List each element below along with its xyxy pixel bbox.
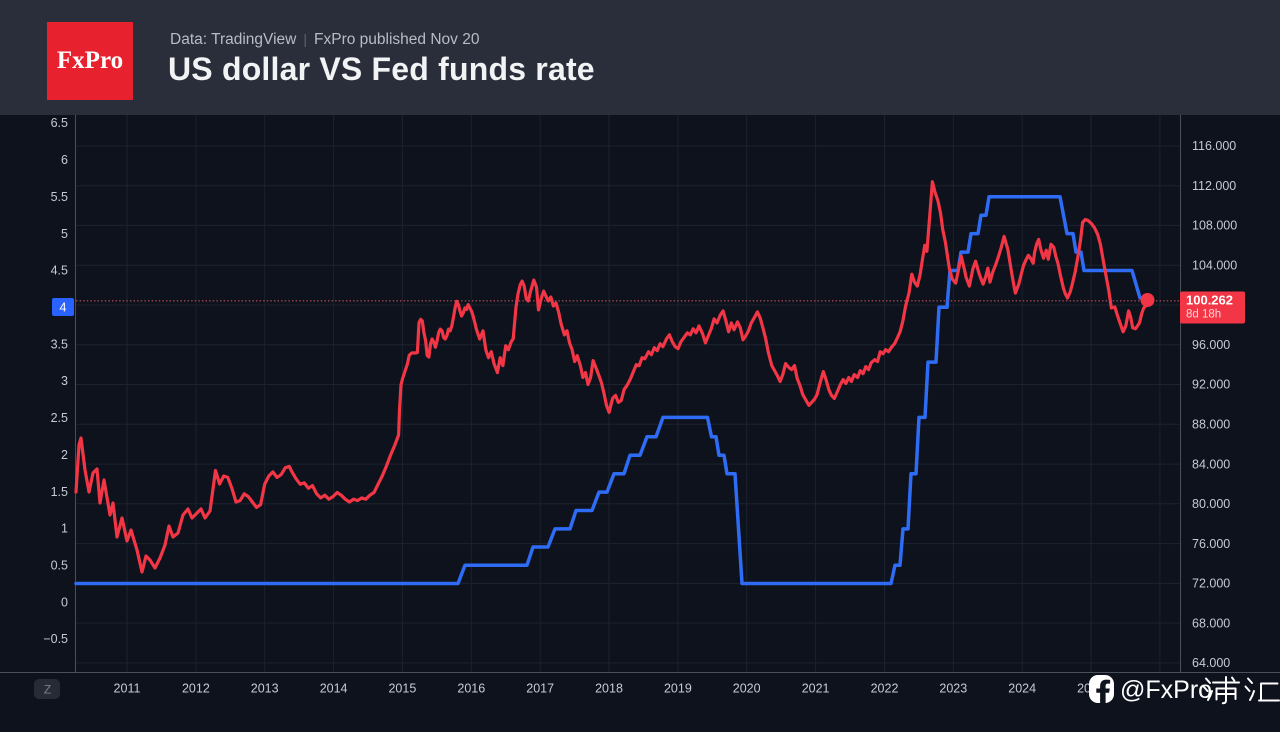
svg-text:88.000: 88.000 bbox=[1192, 418, 1230, 432]
svg-text:2019: 2019 bbox=[664, 682, 692, 696]
svg-text:2.5: 2.5 bbox=[51, 411, 68, 425]
svg-text:6.5: 6.5 bbox=[51, 116, 68, 130]
svg-text:2022: 2022 bbox=[871, 682, 899, 696]
svg-text:2018: 2018 bbox=[595, 682, 623, 696]
svg-text:2020: 2020 bbox=[733, 682, 761, 696]
svg-text:6: 6 bbox=[61, 153, 68, 167]
svg-text:100.262: 100.262 bbox=[1186, 293, 1233, 308]
svg-text:5.5: 5.5 bbox=[51, 190, 68, 204]
svg-text:92.000: 92.000 bbox=[1192, 378, 1230, 392]
svg-text:1: 1 bbox=[61, 522, 68, 536]
svg-text:2024: 2024 bbox=[1008, 682, 1036, 696]
svg-text:2014: 2014 bbox=[320, 682, 348, 696]
svg-text:76.000: 76.000 bbox=[1192, 537, 1230, 551]
svg-text:2: 2 bbox=[61, 448, 68, 462]
svg-text:4.5: 4.5 bbox=[51, 264, 68, 278]
svg-text:2012: 2012 bbox=[182, 682, 210, 696]
svg-text:1.5: 1.5 bbox=[51, 485, 68, 499]
svg-text:2017: 2017 bbox=[526, 682, 554, 696]
svg-text:3: 3 bbox=[61, 374, 68, 388]
svg-text:5: 5 bbox=[61, 227, 68, 241]
svg-text:2023: 2023 bbox=[939, 682, 967, 696]
svg-text:−0.5: −0.5 bbox=[43, 632, 68, 646]
svg-text:72.000: 72.000 bbox=[1192, 577, 1230, 591]
svg-text:112.000: 112.000 bbox=[1192, 179, 1236, 193]
svg-text:68.000: 68.000 bbox=[1192, 616, 1230, 630]
svg-text:104.000: 104.000 bbox=[1192, 258, 1237, 272]
svg-text:116.000: 116.000 bbox=[1192, 139, 1236, 153]
svg-text:2011: 2011 bbox=[114, 682, 141, 696]
svg-text:96.000: 96.000 bbox=[1192, 338, 1230, 352]
svg-text:84.000: 84.000 bbox=[1192, 457, 1230, 471]
svg-text:Z: Z bbox=[44, 683, 51, 697]
svg-text:2015: 2015 bbox=[388, 682, 416, 696]
svg-text:2013: 2013 bbox=[251, 682, 279, 696]
svg-text:2016: 2016 bbox=[457, 682, 485, 696]
svg-text:80.000: 80.000 bbox=[1192, 497, 1230, 511]
svg-text:8d 18h: 8d 18h bbox=[1186, 309, 1221, 321]
svg-text:0: 0 bbox=[61, 595, 68, 609]
svg-text:108.000: 108.000 bbox=[1192, 219, 1237, 233]
svg-text:2021: 2021 bbox=[802, 682, 830, 696]
svg-text:3.5: 3.5 bbox=[51, 337, 68, 351]
svg-text:@FxPro: @FxPro bbox=[1120, 676, 1212, 704]
svg-text:64.000: 64.000 bbox=[1192, 656, 1230, 670]
svg-text:0.5: 0.5 bbox=[51, 559, 68, 573]
svg-text:4: 4 bbox=[60, 301, 67, 315]
